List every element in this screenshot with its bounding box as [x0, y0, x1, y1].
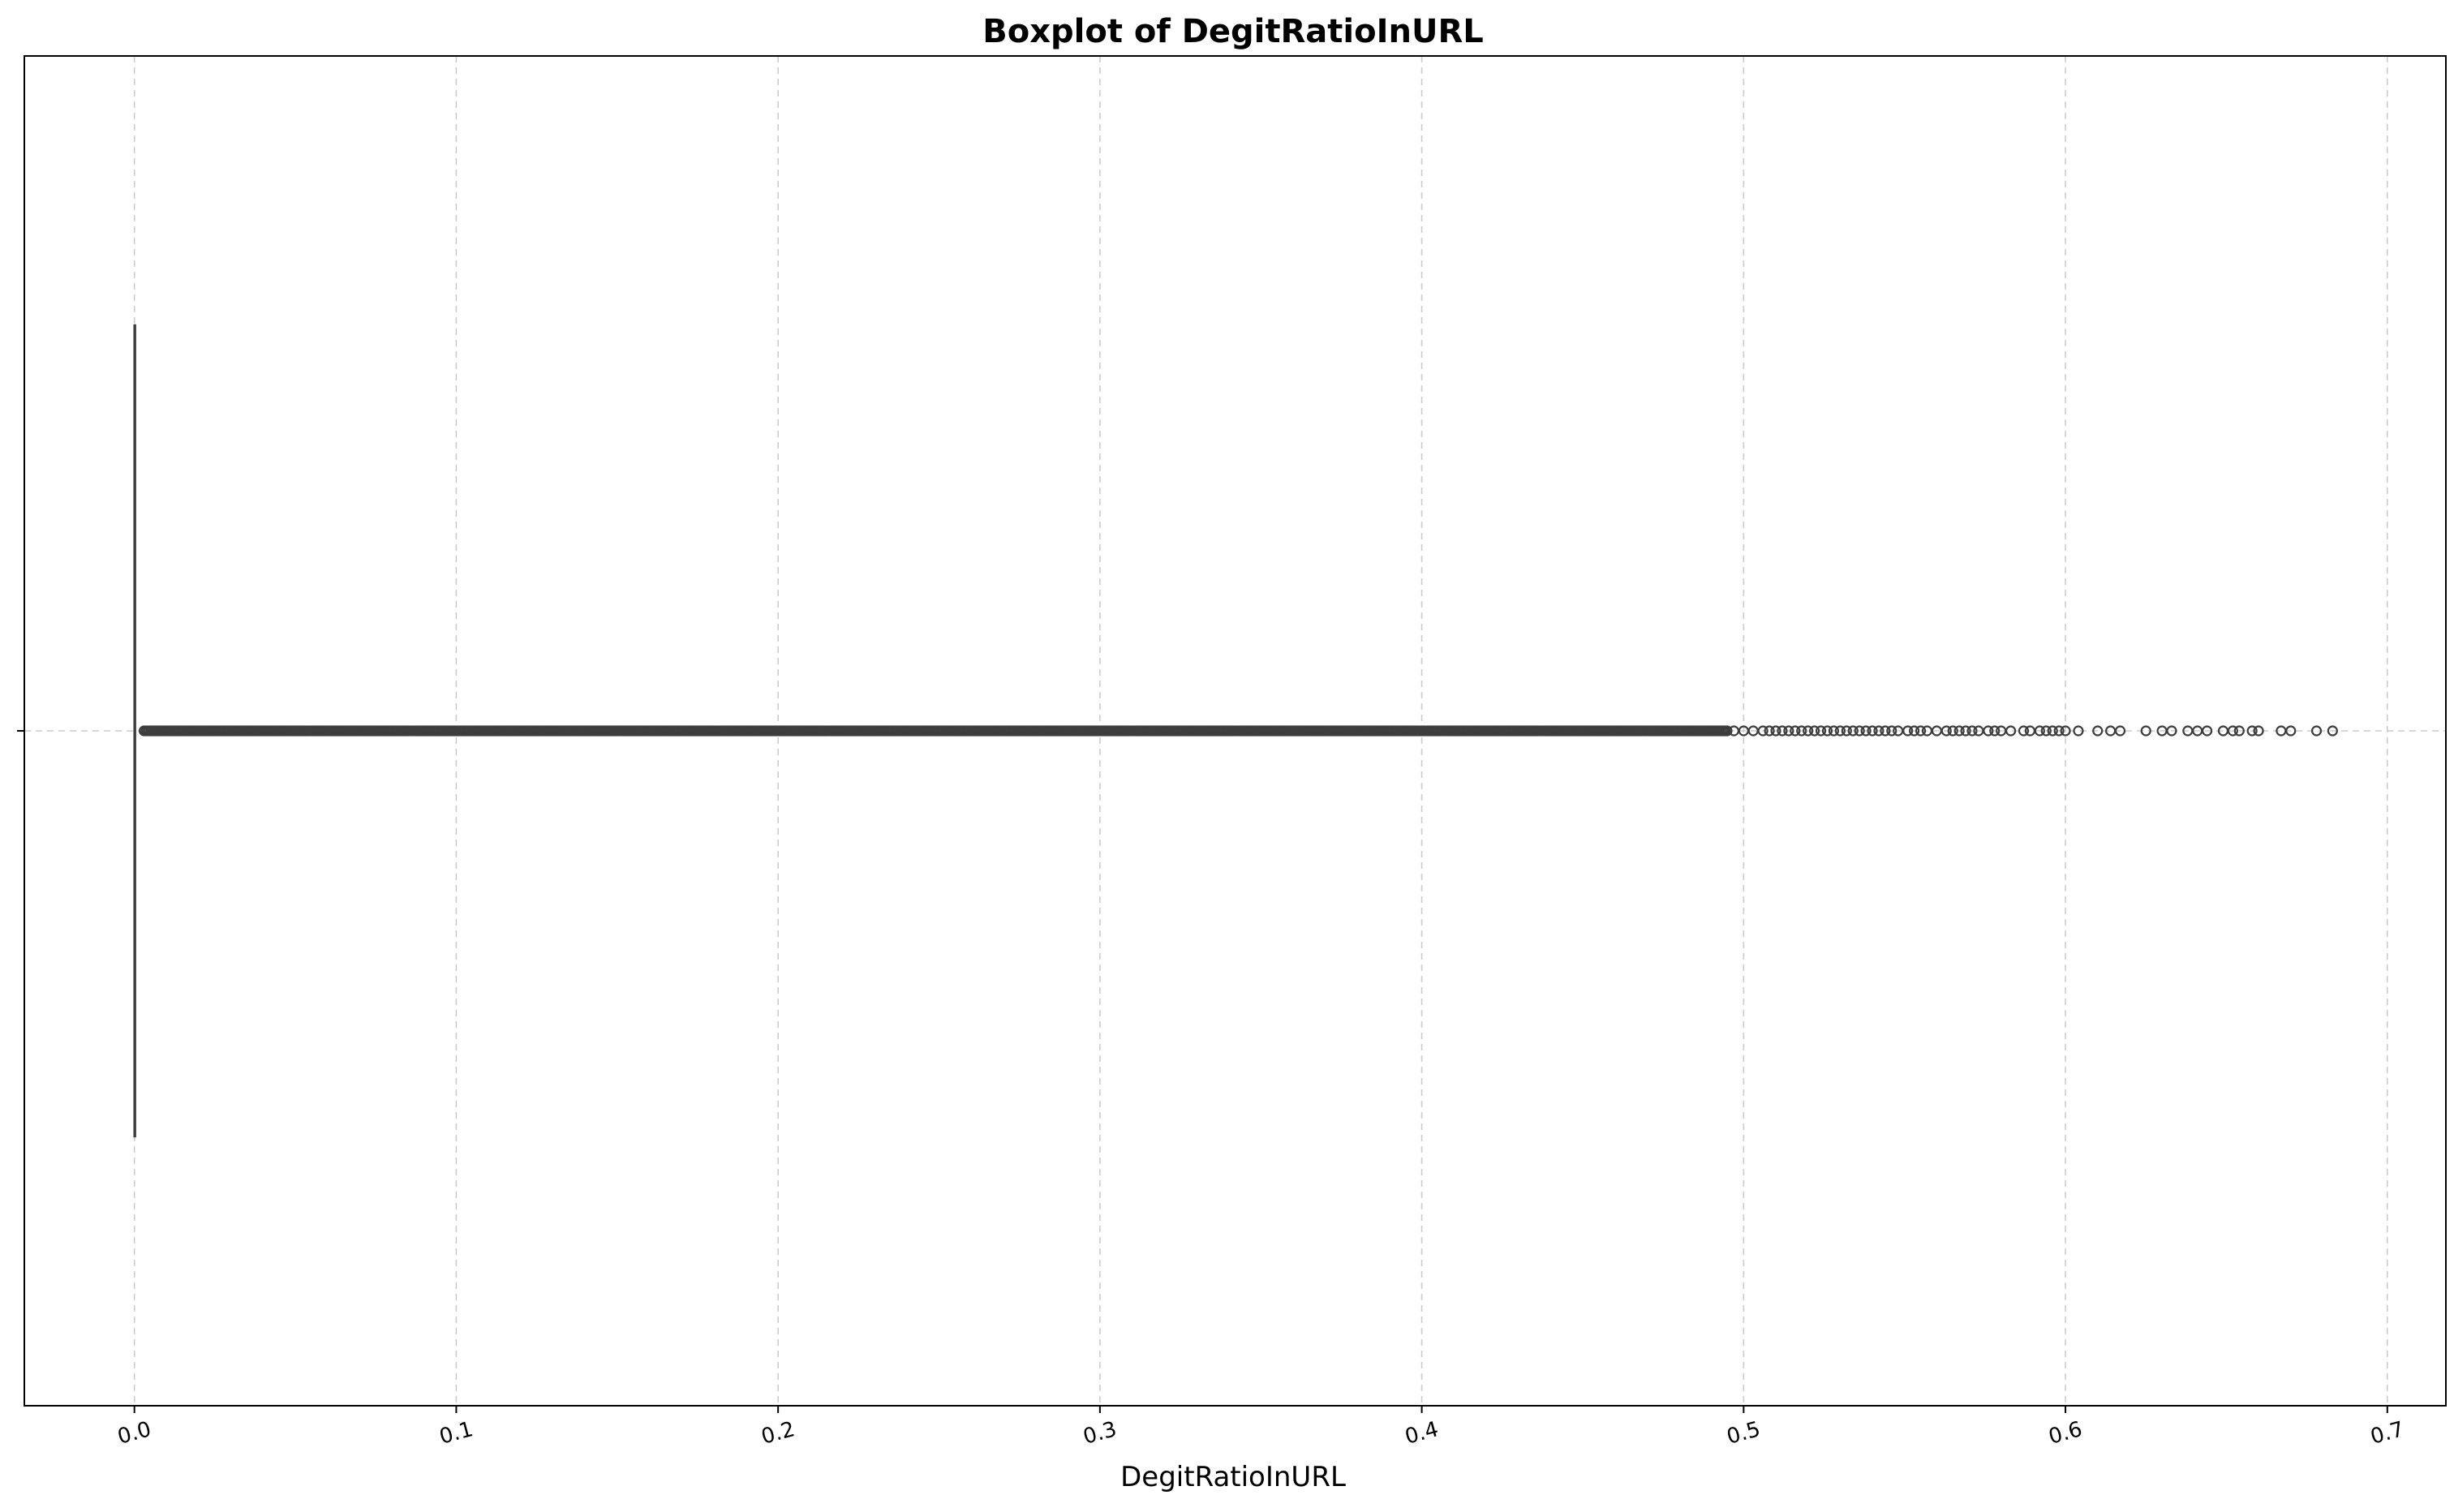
outlier-point [1886, 725, 1897, 737]
outlier-point [1989, 725, 2001, 737]
outlier-point [1777, 725, 1788, 737]
outlier-point [2040, 725, 2052, 737]
outlier-point [1960, 725, 1971, 737]
x-axis-label: DegitRatioInURL [1120, 1461, 1346, 1493]
outlier-point [2073, 725, 2084, 737]
outlier-point [1803, 725, 1814, 737]
data-layer [133, 324, 2338, 1138]
outlier-point [2227, 725, 2238, 737]
outlier-point [1757, 725, 1769, 737]
outlier-point [1983, 725, 1994, 737]
outlier-point [1790, 725, 1801, 737]
outlier-point [1809, 725, 1820, 737]
outlier-point [2060, 725, 2071, 737]
outlier-point [2047, 725, 2058, 737]
outlier-point [2018, 725, 2030, 737]
outlier-point [1953, 725, 1965, 737]
outlier-point [1902, 725, 1914, 737]
outlier-point [2053, 725, 2065, 737]
outlier-point [2285, 725, 2297, 737]
outlier-point [2233, 725, 2245, 737]
outlier-point [2253, 725, 2264, 737]
chart-title: Boxplot of DegitRatioInURL [982, 13, 1483, 50]
outlier-point [2166, 725, 2177, 737]
outlier-point [1821, 725, 1833, 737]
outlier-point [1873, 725, 1885, 737]
outlier-point [1721, 725, 1733, 737]
outlier-point [1915, 725, 1927, 737]
outlier-point [1796, 725, 1807, 737]
outlier-point [1880, 725, 1891, 737]
outlier-point [2092, 725, 2104, 737]
outlier-point [1854, 725, 1865, 737]
outlier-point [1770, 725, 1781, 737]
outlier-point [2005, 725, 2017, 737]
outlier-point [2140, 725, 2151, 737]
outlier-point [2310, 725, 2323, 737]
outlier-point [1860, 725, 1872, 737]
outlier-point [1815, 725, 1827, 737]
outlier-point [1867, 725, 1878, 737]
outlier-point [2202, 725, 2213, 737]
outlier-point [1966, 725, 1978, 737]
outlier-point [1947, 725, 1958, 737]
outlier-point [2034, 725, 2045, 737]
outlier-point [1909, 725, 1920, 737]
outlier-point [1828, 725, 1840, 737]
outlier-point [1783, 725, 1794, 737]
outlier-point [1847, 725, 1859, 737]
outlier-point [1940, 725, 1952, 737]
outlier-point [1834, 725, 1846, 737]
outliers-group [138, 725, 2338, 737]
outlier-point [1764, 725, 1775, 737]
outlier-point [2114, 725, 2126, 737]
outlier-point [1841, 725, 1852, 737]
outlier-point [2327, 725, 2338, 737]
outlier-point [2246, 725, 2258, 737]
